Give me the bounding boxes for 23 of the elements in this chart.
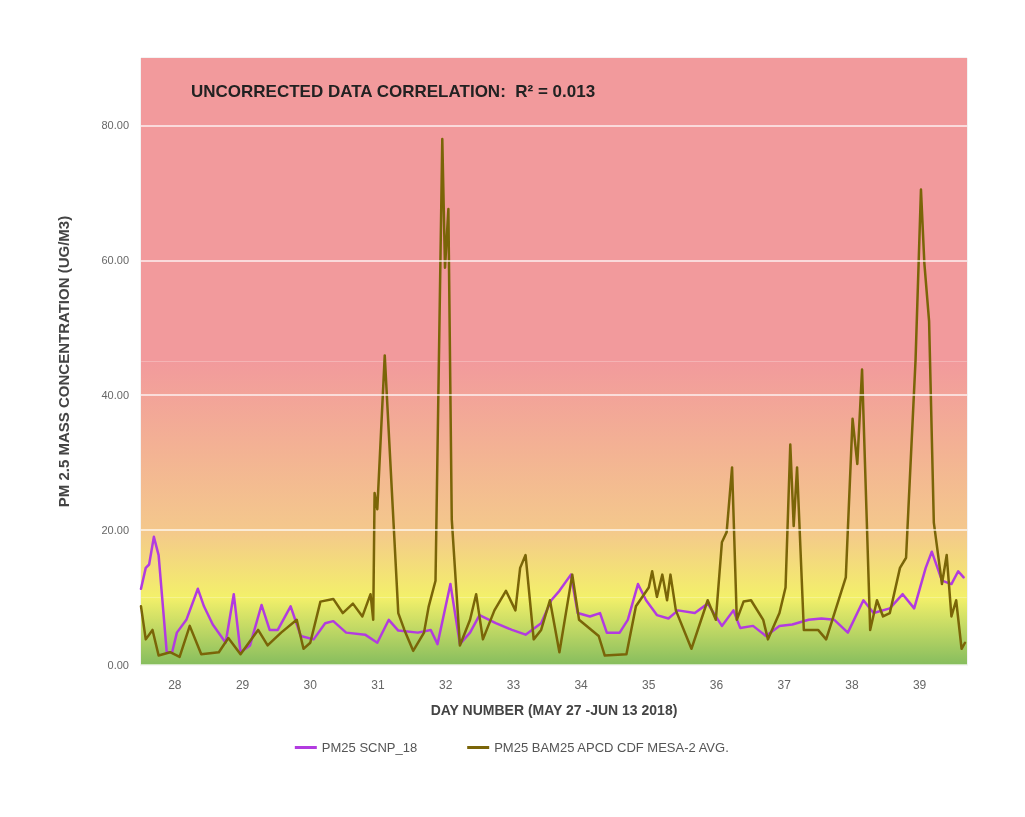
y-tick-label: 40.00 [101, 389, 129, 402]
x-tick-label: 29 [235, 678, 250, 692]
x-tick-label: 36 [709, 678, 724, 692]
y-axis-title: PM 2.5 MASS CONCENTRATION (UG/M3) [55, 215, 72, 508]
x-tick-label: 37 [777, 678, 792, 692]
y-tick-label: 80.00 [101, 119, 129, 132]
y-tick-label: 60.00 [101, 254, 129, 267]
x-tick-label: 38 [845, 678, 859, 692]
x-axis-title: DAY NUMBER (MAY 27 -JUN 13 2018) [430, 702, 678, 718]
x-tick-label: 39 [912, 678, 927, 692]
y-tick-label: 0.00 [107, 659, 129, 671]
legend-label: PM25 BAM25 APCD CDF MESA-2 AVG. [494, 740, 729, 755]
legend-label: PM25 SCNP_18 [321, 740, 418, 755]
text: UNCORRECTED DATA CORRELATION: R² = 0.013 [191, 82, 596, 101]
x-tick-label: 32 [438, 678, 453, 692]
x-tick-label: 31 [371, 678, 385, 692]
y-tick-label: 20.00 [101, 524, 129, 537]
x-tick-label: 34 [574, 678, 589, 692]
x-tick-label: 28 [168, 678, 182, 692]
x-tick-label: 35 [642, 678, 656, 692]
x-tick-label: 30 [303, 678, 318, 692]
x-tick-label: 33 [506, 678, 521, 692]
line-series [139, 137, 967, 659]
